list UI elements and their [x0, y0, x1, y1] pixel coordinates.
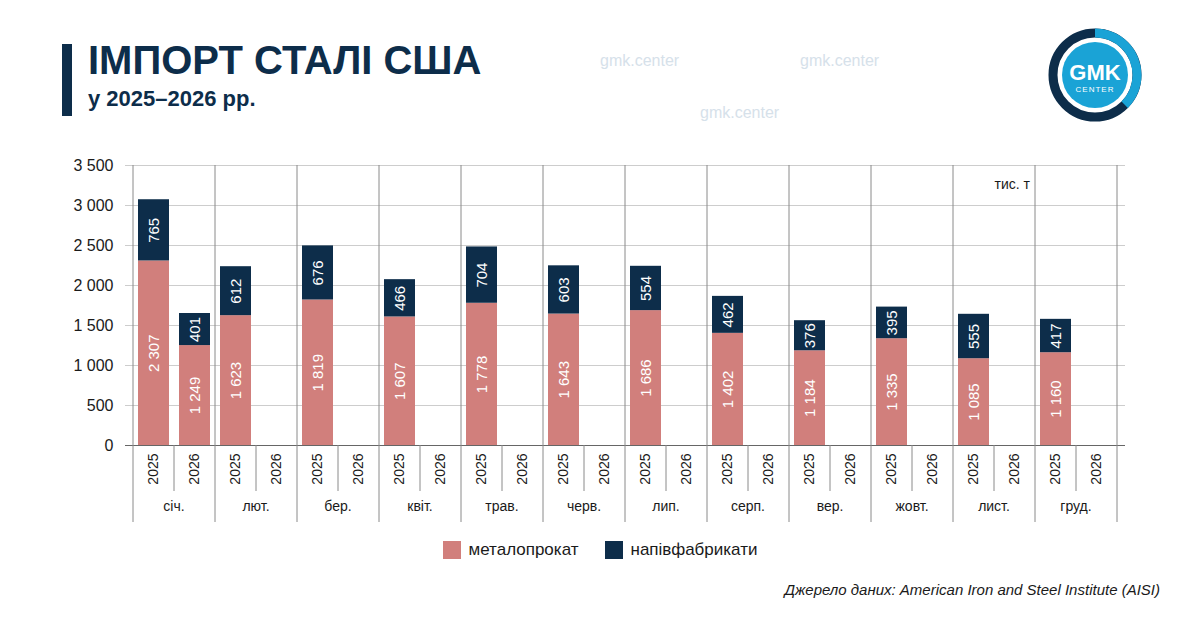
html-text:напівфабрикати: напівфабрикати	[630, 540, 758, 559]
svg-text:1 778: 1 778	[473, 356, 490, 394]
svg-text:1 686: 1 686	[637, 359, 654, 397]
svg-text:1 623: 1 623	[227, 362, 244, 400]
svg-text:676: 676	[309, 260, 326, 285]
svg-text:2 307: 2 307	[145, 334, 162, 372]
svg-text:500: 500	[87, 397, 114, 414]
svg-text:555: 555	[965, 324, 982, 349]
svg-text:401: 401	[186, 317, 203, 342]
svg-text:2 500: 2 500	[73, 237, 113, 254]
svg-text:2025: 2025	[555, 453, 571, 484]
html-text:gmk.center: gmk.center	[800, 52, 880, 69]
svg-text:1 160: 1 160	[1047, 380, 1064, 418]
svg-text:554: 554	[637, 276, 654, 301]
svg-text:2026: 2026	[432, 453, 448, 484]
html-text:у 2025–2026 рр.: у 2025–2026 рр.	[88, 86, 256, 111]
svg-text:2026: 2026	[596, 453, 612, 484]
svg-text:1 819: 1 819	[309, 354, 326, 392]
svg-text:3 500: 3 500	[73, 157, 113, 174]
svg-text:1 500: 1 500	[73, 317, 113, 334]
svg-text:612: 612	[227, 279, 244, 304]
svg-text:2025: 2025	[1047, 453, 1063, 484]
svg-text:603: 603	[555, 277, 572, 302]
html-text:gmk.center: gmk.center	[700, 104, 780, 121]
svg-text:1 607: 1 607	[391, 362, 408, 400]
svg-text:тис. т: тис. т	[995, 176, 1031, 192]
svg-text:2025: 2025	[309, 453, 325, 484]
svg-text:2026: 2026	[1088, 453, 1104, 484]
svg-text:1 402: 1 402	[719, 371, 736, 409]
svg-text:вер.: вер.	[817, 498, 844, 514]
svg-text:704: 704	[473, 263, 490, 288]
html-text:металопрокат: металопрокат	[468, 540, 579, 559]
html-text:ІМПОРТ СТАЛІ США: ІМПОРТ СТАЛІ США	[88, 38, 482, 82]
svg-text:2 000: 2 000	[73, 277, 113, 294]
svg-text:2026: 2026	[268, 453, 284, 484]
svg-text:2026: 2026	[514, 453, 530, 484]
svg-text:2025: 2025	[227, 453, 243, 484]
svg-text:2025: 2025	[391, 453, 407, 484]
svg-text:2026: 2026	[186, 453, 202, 484]
svg-text:2025: 2025	[719, 453, 735, 484]
svg-text:груд.: груд.	[1060, 498, 1091, 514]
svg-text:1 184: 1 184	[801, 379, 818, 417]
svg-text:квіт.: квіт.	[407, 498, 432, 514]
svg-text:466: 466	[391, 286, 408, 311]
svg-text:лют.: лют.	[242, 498, 269, 514]
svg-text:417: 417	[1047, 324, 1064, 349]
svg-text:2025: 2025	[145, 453, 161, 484]
svg-text:2026: 2026	[760, 453, 776, 484]
svg-text:CENTER: CENTER	[1076, 85, 1115, 94]
svg-text:2026: 2026	[842, 453, 858, 484]
svg-text:2025: 2025	[801, 453, 817, 484]
html-text:Джерело даних: American Iron a: Джерело даних: American Iron and Steel I…	[784, 581, 1160, 598]
svg-text:жовт.: жовт.	[895, 498, 928, 514]
html-text:gmk.center: gmk.center	[600, 52, 680, 69]
svg-text:2026: 2026	[924, 453, 940, 484]
svg-text:3 000: 3 000	[73, 197, 113, 214]
svg-text:лист.: лист.	[978, 498, 1010, 514]
svg-text:395: 395	[883, 310, 900, 335]
svg-text:2025: 2025	[637, 453, 653, 484]
svg-text:1 643: 1 643	[555, 361, 572, 399]
svg-text:трав.: трав.	[485, 498, 518, 514]
svg-text:2025: 2025	[473, 453, 489, 484]
svg-text:1 085: 1 085	[965, 383, 982, 421]
svg-text:0: 0	[105, 437, 114, 454]
svg-text:січ.: січ.	[163, 498, 184, 514]
svg-text:бер.: бер.	[324, 498, 351, 514]
svg-text:2026: 2026	[678, 453, 694, 484]
svg-text:376: 376	[801, 323, 818, 348]
svg-text:2026: 2026	[350, 453, 366, 484]
svg-text:2026: 2026	[1006, 453, 1022, 484]
svg-text:лип.: лип.	[652, 498, 679, 514]
svg-text:1 000: 1 000	[73, 357, 113, 374]
svg-text:серп.: серп.	[731, 498, 765, 514]
svg-text:GMK: GMK	[1069, 60, 1120, 85]
svg-text:черв.: черв.	[567, 498, 601, 514]
svg-text:2025: 2025	[965, 453, 981, 484]
svg-text:1 249: 1 249	[186, 377, 203, 415]
svg-text:1 335: 1 335	[883, 373, 900, 411]
svg-text:462: 462	[719, 302, 736, 327]
svg-text:2025: 2025	[883, 453, 899, 484]
svg-text:765: 765	[145, 218, 162, 243]
